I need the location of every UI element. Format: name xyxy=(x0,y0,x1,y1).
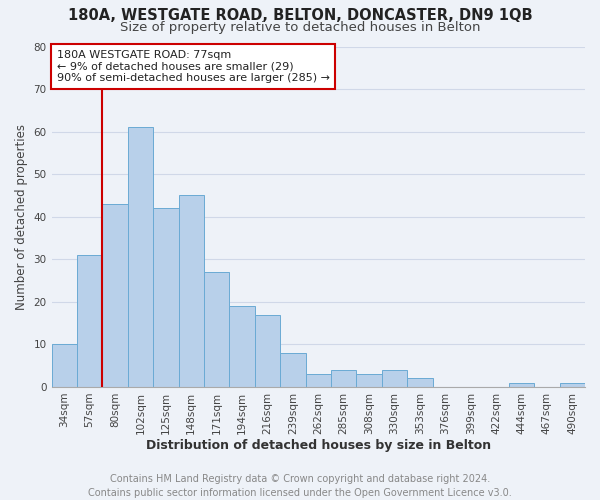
Bar xyxy=(229,306,255,387)
Text: 180A WESTGATE ROAD: 77sqm
← 9% of detached houses are smaller (29)
90% of semi-d: 180A WESTGATE ROAD: 77sqm ← 9% of detach… xyxy=(57,50,330,83)
Bar xyxy=(52,344,77,387)
Bar xyxy=(153,208,179,387)
Bar xyxy=(305,374,331,387)
Bar xyxy=(382,370,407,387)
Bar xyxy=(407,378,433,387)
Bar xyxy=(128,128,153,387)
Bar xyxy=(77,255,103,387)
Text: 180A, WESTGATE ROAD, BELTON, DONCASTER, DN9 1QB: 180A, WESTGATE ROAD, BELTON, DONCASTER, … xyxy=(68,8,532,22)
Bar xyxy=(356,374,382,387)
Text: Size of property relative to detached houses in Belton: Size of property relative to detached ho… xyxy=(120,21,480,34)
Bar xyxy=(255,314,280,387)
Bar xyxy=(103,204,128,387)
Bar xyxy=(179,196,204,387)
Bar xyxy=(560,382,585,387)
Bar xyxy=(204,272,229,387)
Text: Contains HM Land Registry data © Crown copyright and database right 2024.
Contai: Contains HM Land Registry data © Crown c… xyxy=(88,474,512,498)
Bar xyxy=(280,353,305,387)
X-axis label: Distribution of detached houses by size in Belton: Distribution of detached houses by size … xyxy=(146,440,491,452)
Y-axis label: Number of detached properties: Number of detached properties xyxy=(15,124,28,310)
Bar xyxy=(331,370,356,387)
Bar xyxy=(509,382,534,387)
